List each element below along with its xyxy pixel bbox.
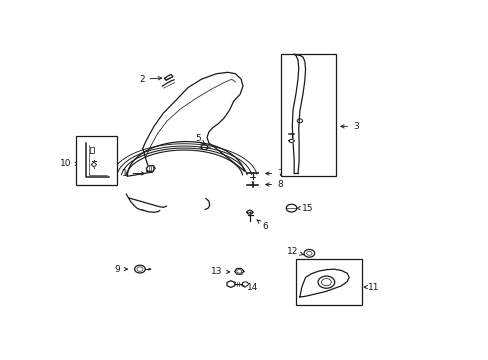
Polygon shape <box>91 162 97 167</box>
Bar <box>296 260 362 305</box>
Circle shape <box>242 282 248 286</box>
Text: 2: 2 <box>139 75 161 84</box>
Bar <box>75 136 117 185</box>
Text: 1: 1 <box>122 169 144 178</box>
Polygon shape <box>226 281 234 287</box>
Circle shape <box>134 265 145 273</box>
Text: 4: 4 <box>288 113 298 123</box>
Polygon shape <box>234 269 244 274</box>
Text: 15: 15 <box>296 204 313 213</box>
Polygon shape <box>299 269 348 297</box>
Text: 13: 13 <box>210 267 229 276</box>
Polygon shape <box>246 210 253 214</box>
Text: 3: 3 <box>340 122 358 131</box>
Circle shape <box>285 204 296 212</box>
Text: 10: 10 <box>60 159 78 168</box>
Circle shape <box>304 249 314 257</box>
Text: 6: 6 <box>256 220 267 231</box>
Bar <box>280 54 335 176</box>
Text: 7: 7 <box>265 169 283 178</box>
Polygon shape <box>164 75 173 80</box>
Text: 14: 14 <box>241 283 258 292</box>
Circle shape <box>317 276 334 288</box>
Polygon shape <box>146 166 155 171</box>
Text: 8: 8 <box>265 180 283 189</box>
Text: 5: 5 <box>195 134 204 144</box>
Text: 9: 9 <box>114 265 127 274</box>
Polygon shape <box>288 139 294 143</box>
Text: 11: 11 <box>364 283 379 292</box>
Polygon shape <box>90 147 94 153</box>
Text: 12: 12 <box>286 247 303 256</box>
